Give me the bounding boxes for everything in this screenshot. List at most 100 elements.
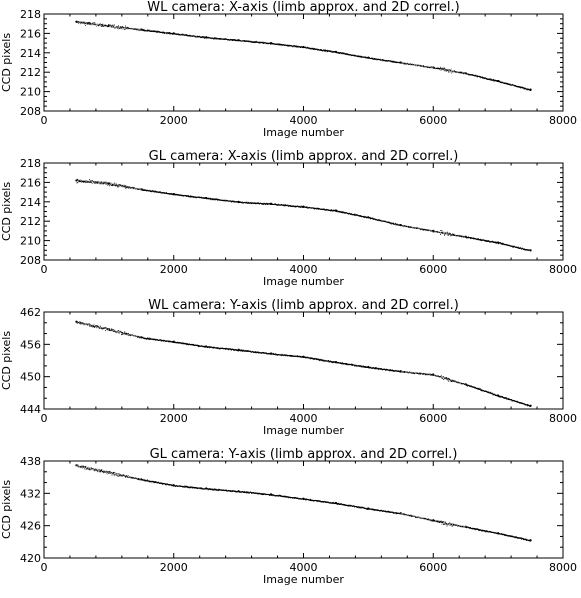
scatter-point (81, 22, 82, 24)
scatter-point (480, 240, 482, 242)
scatter-point (270, 354, 272, 355)
scatter-point (219, 38, 221, 40)
scatter-point (239, 201, 241, 203)
scatter-point (322, 209, 324, 211)
scatter-point (262, 203, 264, 205)
scatter-point (425, 374, 427, 376)
scatter-point (430, 66, 432, 68)
scatter-point (479, 239, 481, 241)
scatter-point (141, 188, 143, 190)
scatter-point (118, 331, 119, 333)
scatter-point (302, 207, 304, 208)
scatter-point (324, 360, 326, 362)
scatter-point (292, 355, 294, 357)
scatter-point (346, 53, 348, 55)
scatter-point (238, 201, 240, 203)
scatter-point (118, 185, 120, 187)
scatter-point (189, 35, 191, 37)
scatter-point (110, 329, 112, 331)
scatter-point (410, 371, 412, 373)
scatter-point (489, 241, 491, 243)
scatter-point (464, 72, 466, 74)
scatter-point (377, 368, 379, 370)
x-axis-label: Image number (263, 424, 344, 437)
scatter-point (142, 29, 144, 31)
scatter-point (271, 42, 273, 44)
scatter-point (292, 205, 294, 207)
scatter-point (106, 25, 108, 26)
scatter-point (99, 182, 101, 184)
scatter-point (263, 352, 265, 353)
scatter-point (334, 209, 336, 211)
scatter-point (264, 203, 266, 205)
scatter-point (149, 337, 151, 339)
scatter-point (109, 184, 111, 186)
scatter-point (83, 324, 85, 326)
scatter-point (212, 346, 214, 348)
scatter-point (268, 203, 270, 205)
scatter-point (136, 335, 138, 337)
scatter-point (162, 32, 164, 34)
scatter-point (273, 43, 275, 45)
scatter-point (307, 207, 308, 209)
scatter-point (248, 41, 250, 42)
scatter-point (203, 37, 205, 39)
scatter-point (143, 29, 145, 31)
scatter-point (372, 367, 374, 369)
scatter-point (93, 324, 95, 326)
scatter-point (388, 369, 390, 371)
scatter-point (530, 90, 532, 92)
scatter-point (320, 50, 322, 51)
scatter-point (115, 183, 117, 185)
scatter-point (486, 241, 488, 243)
scatter-point (128, 334, 130, 336)
scatter-point (170, 193, 172, 195)
scatter-point (107, 328, 109, 330)
scatter-point (497, 243, 499, 245)
scatter-point (497, 242, 498, 244)
plot-frame (43, 13, 564, 112)
scatter-point (415, 227, 417, 229)
scatter-point (238, 350, 239, 352)
scatter-point (105, 183, 106, 185)
scatter-point (312, 357, 314, 359)
scatter-point (529, 89, 531, 91)
scatter-point (326, 208, 328, 210)
scatter-point (361, 55, 363, 57)
scatter-point (119, 184, 121, 186)
scatter-point (93, 22, 95, 23)
scatter-point (415, 372, 417, 374)
scatter-point (280, 355, 282, 357)
scatter-point (330, 210, 332, 212)
scatter-point (198, 344, 200, 346)
scatter-point (337, 52, 339, 54)
scatter-point (208, 347, 210, 349)
scatter-point (119, 332, 121, 334)
scatter-point (132, 28, 134, 29)
scatter-point (325, 49, 327, 51)
scatter-point (94, 24, 96, 26)
scatter-point (336, 361, 338, 363)
scatter-point (523, 87, 525, 89)
scatter-point (455, 71, 457, 73)
scatter-point (500, 81, 502, 83)
scatter-point (351, 363, 353, 365)
scatter-point (153, 30, 155, 32)
scatter-point (430, 374, 432, 375)
scatter-point (101, 182, 102, 183)
scatter-point (372, 217, 374, 219)
scatter-point (80, 323, 82, 325)
scatter-point (98, 182, 99, 184)
scatter-point (432, 66, 434, 68)
scatter-point (151, 30, 153, 32)
scatter-point (82, 181, 84, 183)
scatter-point (416, 64, 418, 66)
scatter-point (189, 196, 191, 198)
scatter-point (286, 45, 288, 47)
x-axis-label: Image number (263, 275, 344, 288)
scatter-point (288, 205, 290, 207)
scatter-point (267, 204, 268, 205)
scatter-point (498, 81, 500, 83)
scatter-point (190, 195, 192, 197)
scatter-point (214, 37, 216, 39)
